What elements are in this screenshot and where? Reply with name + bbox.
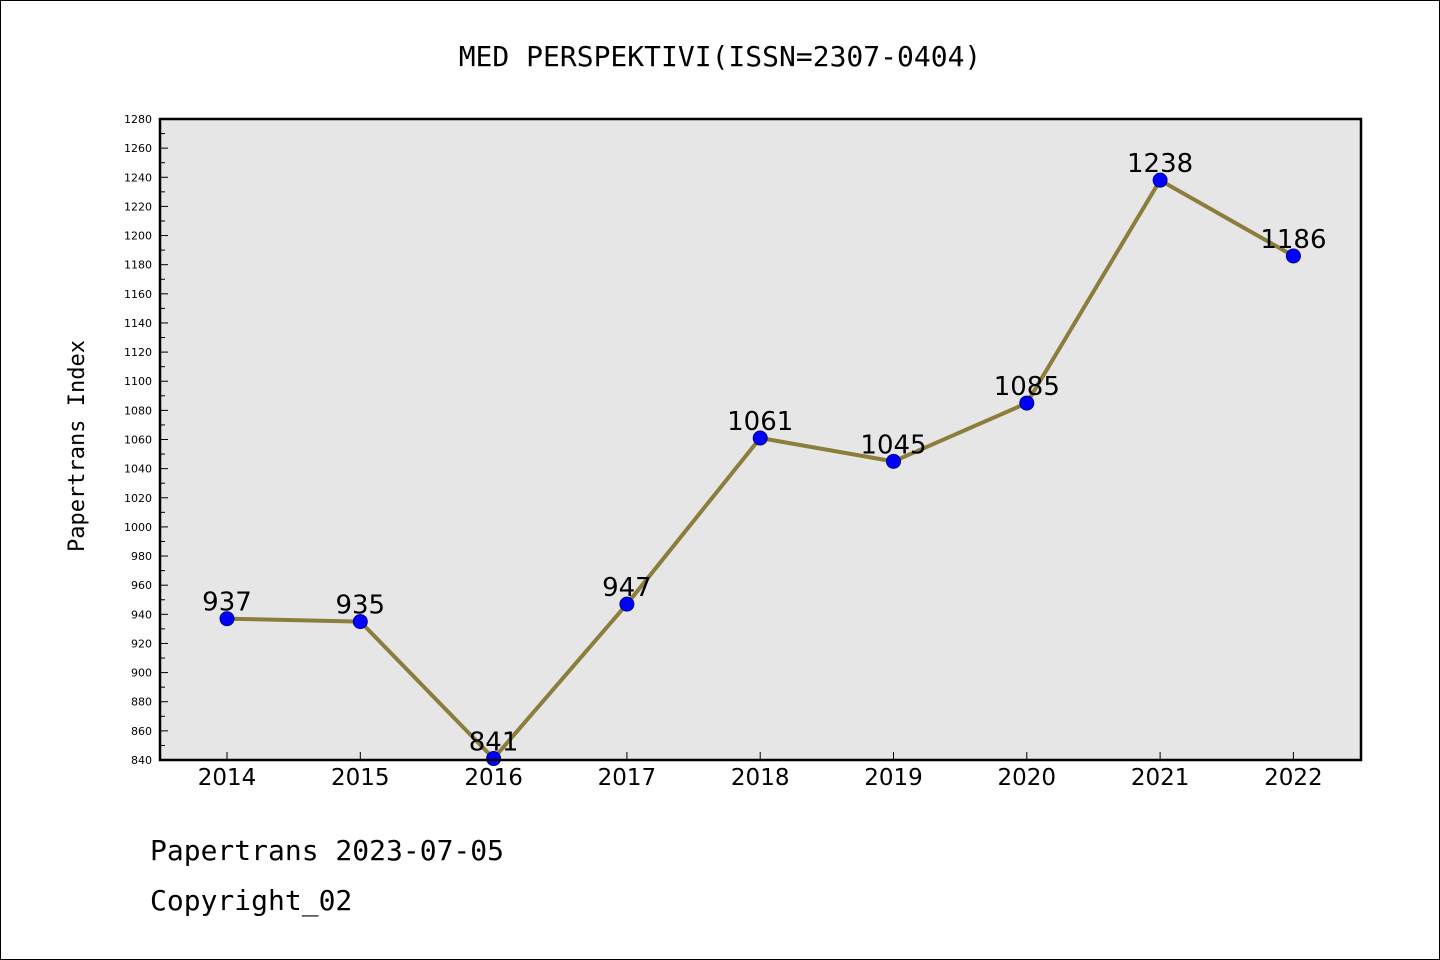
y-tick-label: 1020: [124, 492, 152, 505]
x-tick-label: 2017: [598, 765, 657, 791]
x-tick-label: 2022: [1264, 765, 1323, 791]
data-point: [219, 611, 235, 627]
y-tick-label: 980: [131, 550, 152, 563]
y-tick-label: 1280: [124, 113, 152, 126]
y-tick-label: 860: [131, 725, 152, 738]
y-tick-label: 1080: [124, 404, 152, 417]
x-tick-label: 2015: [331, 765, 390, 791]
y-tick-label: 880: [131, 696, 152, 709]
data-label: 841: [469, 728, 519, 758]
y-tick-label: 900: [131, 667, 152, 680]
y-tick-label: 1200: [124, 230, 152, 243]
y-tick-label: 840: [131, 754, 152, 767]
data-label: 1186: [1260, 225, 1326, 255]
data-point: [1152, 172, 1168, 188]
data-point: [886, 453, 901, 469]
x-tick-label: 2016: [464, 765, 523, 791]
y-tick-label: 1120: [124, 346, 152, 359]
y-tick-label: 1180: [124, 259, 152, 272]
y-tick-label: 960: [131, 579, 152, 592]
y-tick-label: 1000: [124, 521, 152, 534]
x-tick-label: 2020: [998, 765, 1057, 791]
footer-date: Papertrans 2023-07-05: [150, 834, 505, 867]
footer-copyright: Copyright_02: [150, 884, 353, 917]
x-tick-label: 2014: [198, 765, 257, 791]
plot-border: [158, 117, 1363, 762]
data-label: 947: [602, 573, 652, 603]
y-tick-label: 1160: [124, 288, 152, 301]
x-axis-ticks: 2014 2015 2016 2017 2018 2019 2020 2021 2022: [198, 752, 1323, 791]
data-label: 1085: [994, 372, 1060, 402]
y-tick-label: 940: [131, 608, 152, 621]
x-tick-label: 2018: [731, 765, 790, 791]
data-point: [619, 596, 635, 612]
data-label: 937: [202, 588, 252, 618]
data-label: 1238: [1127, 149, 1193, 179]
y-tick-label: 1040: [124, 463, 152, 476]
data-label: 1045: [860, 430, 926, 460]
y-tick-label: 1260: [124, 142, 152, 155]
data-point: [1285, 248, 1301, 264]
data-point: [752, 430, 768, 446]
y-tick-label: 1140: [124, 317, 152, 330]
x-tick-label: 2021: [1131, 765, 1190, 791]
data-point: [352, 614, 368, 630]
y-axis-label: Papertrans Index: [65, 340, 90, 552]
y-tick-label: 1060: [124, 434, 152, 447]
data-point: [486, 751, 502, 767]
chart-title: MED PERSPEKTIVI(ISSN=2307-0404): [459, 40, 982, 73]
x-tick-label: 2019: [864, 765, 923, 791]
y-tick-label: 1220: [124, 200, 152, 213]
y-axis-ticks: 840 860 880 900 920 940 960 980 1000 1020 1040 1060…: [124, 113, 168, 767]
y-tick-label: 920: [131, 637, 152, 650]
series-layer: 937 935 841 947 1061 1045 1085 1238 1186: [202, 149, 1326, 767]
y-tick-label: 1100: [124, 375, 152, 388]
y-tick-label: 1240: [124, 171, 152, 184]
data-label: 935: [335, 591, 385, 621]
data-point: [1019, 395, 1035, 411]
data-label: 1061: [727, 407, 793, 437]
